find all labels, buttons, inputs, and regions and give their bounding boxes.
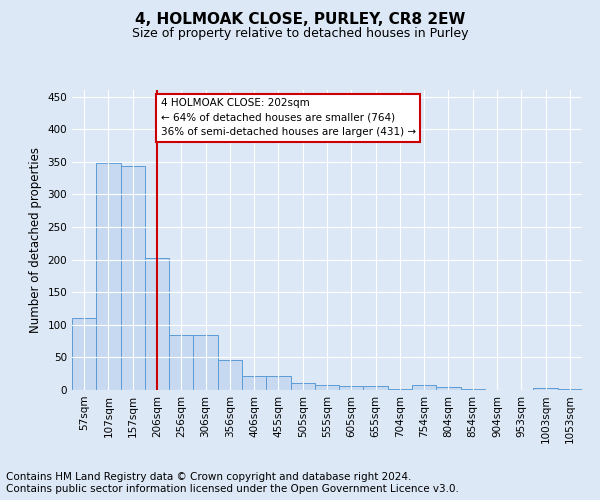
Y-axis label: Number of detached properties: Number of detached properties — [29, 147, 42, 333]
Bar — [242, 376, 266, 390]
Bar — [364, 386, 388, 390]
Bar — [315, 386, 339, 390]
Text: Contains public sector information licensed under the Open Government Licence v3: Contains public sector information licen… — [6, 484, 459, 494]
Bar — [412, 385, 436, 390]
Bar — [558, 388, 582, 390]
Bar — [72, 318, 96, 390]
Bar — [193, 335, 218, 390]
Bar — [121, 166, 145, 390]
Text: 4, HOLMOAK CLOSE, PURLEY, CR8 2EW: 4, HOLMOAK CLOSE, PURLEY, CR8 2EW — [135, 12, 465, 28]
Bar — [169, 335, 193, 390]
Bar — [436, 386, 461, 390]
Text: 4 HOLMOAK CLOSE: 202sqm
← 64% of detached houses are smaller (764)
36% of semi-d: 4 HOLMOAK CLOSE: 202sqm ← 64% of detache… — [161, 98, 416, 138]
Bar — [533, 388, 558, 390]
Text: Size of property relative to detached houses in Purley: Size of property relative to detached ho… — [132, 28, 468, 40]
Bar — [290, 384, 315, 390]
Text: Contains HM Land Registry data © Crown copyright and database right 2024.: Contains HM Land Registry data © Crown c… — [6, 472, 412, 482]
Bar — [96, 163, 121, 390]
Bar — [266, 376, 290, 390]
Bar — [218, 360, 242, 390]
Bar — [339, 386, 364, 390]
Bar — [145, 258, 169, 390]
